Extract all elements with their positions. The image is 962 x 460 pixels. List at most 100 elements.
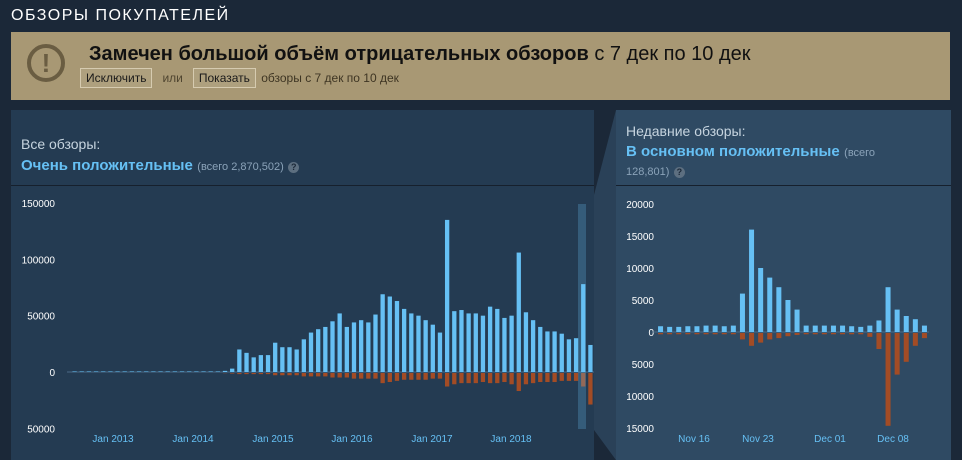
positive-bar [280, 347, 285, 372]
positive-bar [194, 371, 199, 372]
negative-bar [830, 333, 836, 335]
positive-bar [222, 370, 228, 372]
positive-bar [158, 371, 163, 372]
exclude-button[interactable]: Исключить [80, 68, 153, 88]
negative-bar [812, 333, 818, 335]
positive-bar [758, 268, 764, 332]
positive-bar [452, 311, 457, 372]
x-tick-label: Jan 2018 [490, 434, 532, 445]
negative-review-alert: ! Замечен большой объём отрицательных об… [11, 32, 950, 100]
positive-bar [115, 371, 120, 372]
y-tick-label: 10000 [626, 392, 654, 403]
positive-bar [566, 339, 572, 372]
x-tick-label: Jan 2017 [411, 434, 453, 445]
negative-bar [509, 373, 514, 385]
positive-bar [179, 371, 185, 372]
y-tick-label: 0 [648, 328, 654, 339]
negative-bar [912, 333, 918, 346]
positive-bar [230, 368, 235, 372]
positive-bar [502, 317, 507, 372]
negative-bar [516, 373, 521, 392]
alert-actions: Исключить или Показать обзоры с 7 дек по 1… [78, 68, 399, 88]
negative-bar [301, 373, 306, 377]
negative-bar [545, 373, 550, 383]
recent-reviews-chart[interactable]: 20000 15000 10000 5000 0 5000 10000 15000 Nov 16… [616, 186, 951, 460]
negative-bar [380, 373, 385, 384]
positive-bar [215, 371, 221, 372]
positive-bar [323, 326, 328, 372]
section-title: ОБЗОРЫ ПОКУПАТЕЛЕЙ [11, 7, 230, 24]
negative-bar [444, 373, 450, 387]
negative-bar [885, 333, 891, 426]
positive-bar [821, 325, 827, 332]
negative-bar [337, 373, 342, 378]
negative-bar [473, 373, 478, 384]
show-button[interactable]: Показать [192, 68, 256, 88]
negative-bar [373, 373, 378, 379]
positive-bar [287, 347, 292, 372]
negative-bar [776, 333, 782, 339]
positive-bar [351, 322, 357, 372]
negative-bar [523, 373, 529, 385]
negative-bar [423, 373, 428, 380]
positive-bar [172, 371, 178, 372]
help-icon[interactable]: ? [288, 162, 300, 173]
all-reviews-summary[interactable]: Очень положительные [21, 157, 193, 174]
alert-tail-text: обзоры с 7 дек по 10 дек [261, 71, 399, 85]
negative-bar [308, 373, 314, 377]
negative-bar [495, 373, 500, 384]
negative-bar [502, 373, 507, 383]
positive-bar [858, 326, 864, 332]
alert-title: Замечен большой объём отрицательных обзо… [89, 43, 751, 66]
help-icon[interactable]: ? [673, 167, 685, 178]
all-reviews-summary-row: Очень положительные (всего 2,870,502) ? [21, 157, 300, 175]
positive-bar [273, 342, 278, 372]
negative-bar [230, 373, 235, 374]
positive-bar [373, 314, 378, 372]
positive-bar [480, 315, 486, 372]
all-reviews-count: (всего 2,870,502) [197, 161, 284, 173]
positive-bar [437, 332, 443, 372]
negative-bar [794, 333, 800, 335]
negative-bar [785, 333, 791, 337]
x-tick-label: Jan 2015 [252, 434, 294, 445]
recent-reviews-summary[interactable]: В основном положительные [626, 143, 840, 160]
negative-bar [480, 373, 486, 383]
negative-bar [387, 373, 392, 383]
recent-reviews-summary-row: В основном положительные (всего [626, 143, 875, 161]
negative-bar [921, 333, 927, 339]
positive-bar [523, 312, 529, 372]
divider [616, 185, 951, 186]
positive-bar [812, 325, 818, 332]
negative-bar [767, 333, 773, 340]
negative-bar [573, 373, 579, 381]
positive-bar [581, 284, 586, 372]
positive-bar [144, 371, 149, 372]
x-tick-label: Dec 08 [877, 434, 909, 445]
y-tick-label: 20000 [626, 200, 654, 211]
positive-bar [301, 339, 306, 372]
all-reviews-chart[interactable]: 150000 100000 50000 0 50000 Jan 2013 Jan 2014 J… [11, 186, 594, 460]
recent-reviews-count-row: 128,801) ? [626, 162, 685, 180]
positive-bar [876, 320, 882, 332]
negative-bar [552, 373, 557, 383]
x-tick-label: Dec 01 [814, 434, 846, 445]
recent-reviews-count-1: (всего [844, 147, 876, 159]
y-tick-label: 50000 [27, 312, 55, 323]
positive-bar [151, 371, 156, 372]
positive-bar [530, 320, 536, 372]
positive-bar [487, 306, 493, 372]
negative-bar [849, 333, 855, 335]
recent-reviews-count-2: 128,801) [626, 166, 670, 178]
positive-bar [573, 338, 579, 372]
positive-bar [849, 326, 855, 332]
negative-bar [703, 333, 709, 335]
positive-bar [201, 371, 206, 372]
positive-bar [308, 332, 314, 372]
positive-bar [129, 371, 135, 372]
negative-bar [330, 373, 335, 378]
negative-bar [876, 333, 882, 349]
negative-bar [694, 333, 700, 335]
negative-bar [251, 373, 256, 375]
negative-bar [287, 373, 292, 376]
